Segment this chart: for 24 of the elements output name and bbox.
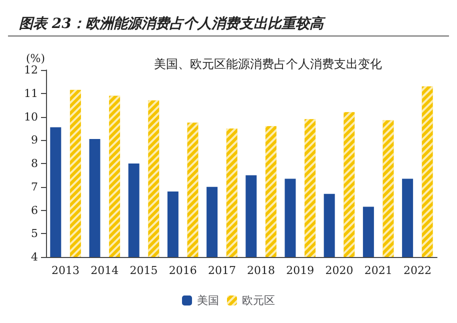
- y-tick-label: 6: [31, 204, 38, 217]
- x-tick-label: 2016: [168, 264, 197, 277]
- x-tick-label: 2019: [286, 264, 314, 277]
- y-tick-label: 12: [24, 64, 38, 76]
- chart-subtitle: 美国、欧元区能源消费占个人消费支出变化: [154, 57, 382, 71]
- x-tick-label: 2018: [247, 264, 276, 277]
- y-tick-label: 9: [31, 134, 38, 147]
- chart-title: 图表 23：欧洲能源消费占个人消费支出比重较高: [19, 15, 326, 32]
- y-tick-label: 8: [31, 157, 38, 170]
- y-tick-label: 4: [31, 250, 38, 264]
- legend-label: 欧元区: [242, 294, 275, 307]
- legend-label: 美国: [197, 294, 219, 307]
- x-tick-label: 2015: [130, 264, 158, 277]
- x-tick-label: 2022: [403, 264, 432, 277]
- x-tick-label: 2013: [52, 264, 80, 277]
- y-tick-label: 10: [24, 110, 38, 124]
- x-tick-label: 2021: [364, 264, 392, 277]
- y-tick-label: 5: [31, 227, 38, 240]
- y-axis-title: (%): [26, 52, 46, 65]
- x-tick-label: 2017: [208, 264, 236, 277]
- y-tick-label: 7: [31, 180, 38, 194]
- x-tick-label: 2020: [325, 264, 354, 277]
- x-tick-label: 2014: [90, 264, 119, 277]
- y-tick-label: 11: [24, 86, 38, 100]
